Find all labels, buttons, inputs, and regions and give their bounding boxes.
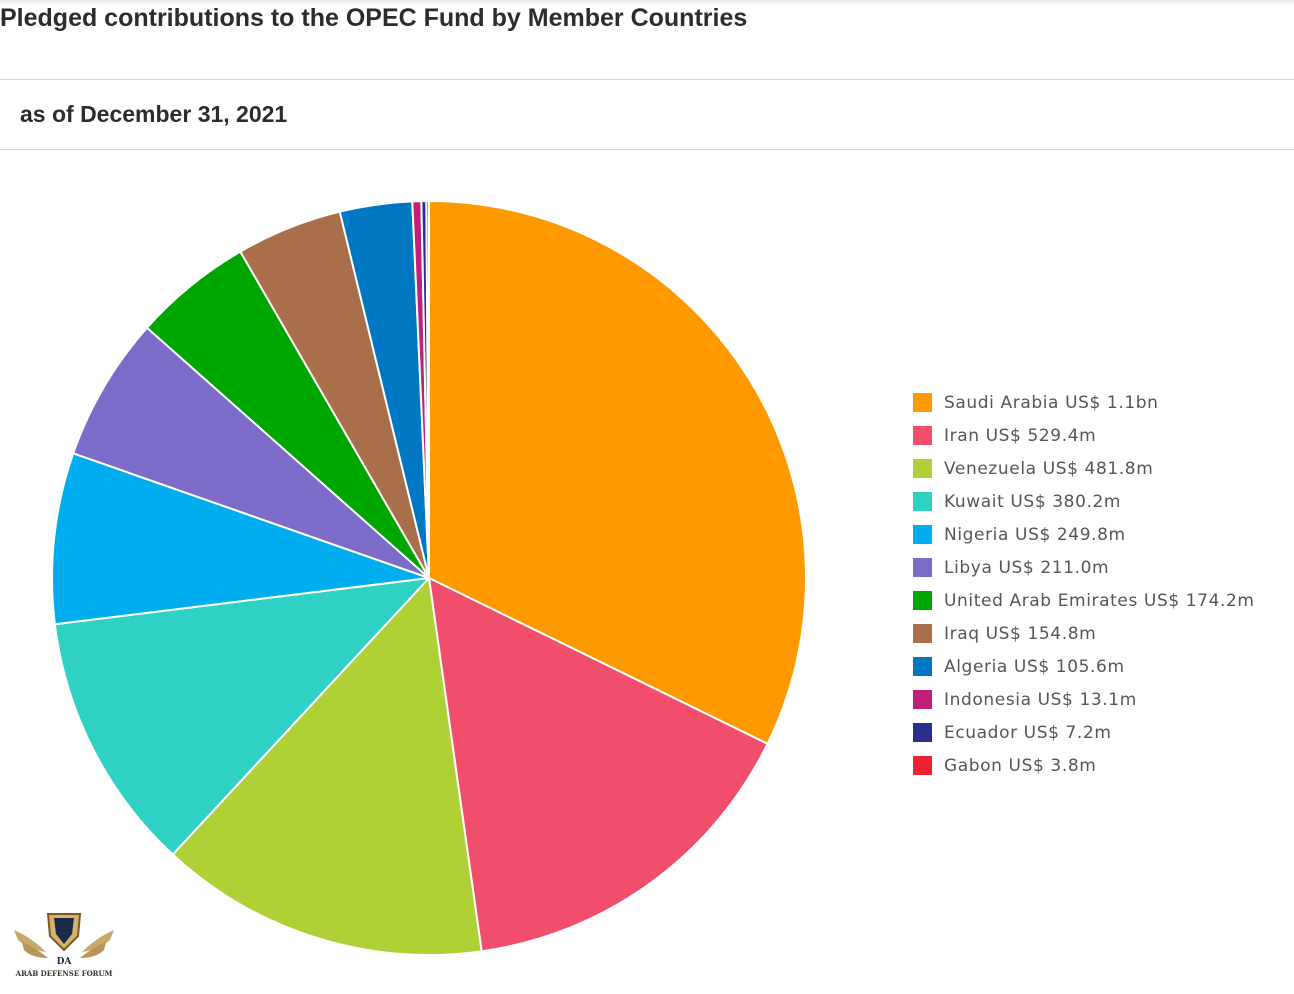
legend-swatch bbox=[913, 624, 932, 643]
legend-item: Kuwait US$ 380.2m bbox=[913, 485, 1255, 518]
legend-swatch bbox=[913, 591, 932, 610]
chart-title: Pledged contributions to the OPEC Fund b… bbox=[0, 4, 748, 32]
divider bbox=[0, 149, 1294, 150]
pie-slice-kuwait bbox=[53, 577, 430, 856]
legend-label: Nigeria US$ 249.8m bbox=[944, 524, 1126, 545]
legend-item: Indonesia US$ 13.1m bbox=[913, 683, 1255, 716]
legend-swatch bbox=[913, 459, 932, 478]
legend-label: Venezuela US$ 481.8m bbox=[944, 458, 1154, 479]
legend-item: Venezuela US$ 481.8m bbox=[913, 452, 1255, 485]
chart-subtitle: as of December 31, 2021 bbox=[20, 101, 288, 127]
legend-label: Libya US$ 211.0m bbox=[944, 557, 1110, 578]
legend-swatch bbox=[913, 558, 932, 577]
top-shadow bbox=[0, 0, 1294, 6]
winged-shield-logo-icon: DA bbox=[14, 913, 114, 967]
pie-slice-saudi-arabia bbox=[428, 200, 807, 745]
legend-label: Iran US$ 529.4m bbox=[944, 425, 1097, 446]
pie-slice-iran bbox=[428, 577, 769, 953]
legend-swatch bbox=[913, 492, 932, 511]
legend-swatch bbox=[913, 690, 932, 709]
legend-item: Algeria US$ 105.6m bbox=[913, 650, 1255, 683]
pie-chart bbox=[51, 200, 807, 956]
legend-label: Saudi Arabia US$ 1.1bn bbox=[944, 392, 1159, 413]
watermark-caption: ARAB DEFENSE FORUM bbox=[15, 969, 113, 978]
legend-label: Algeria US$ 105.6m bbox=[944, 656, 1125, 677]
legend-label: Iraq US$ 154.8m bbox=[944, 623, 1097, 644]
svg-text:DA: DA bbox=[57, 957, 73, 967]
pie-slice-nigeria bbox=[51, 452, 430, 626]
legend-swatch bbox=[913, 393, 932, 412]
legend-item: Iraq US$ 154.8m bbox=[913, 617, 1255, 650]
legend-item: Iran US$ 529.4m bbox=[913, 419, 1255, 452]
legend-item: Libya US$ 211.0m bbox=[913, 551, 1255, 584]
legend-item: Nigeria US$ 249.8m bbox=[913, 518, 1255, 551]
watermark-logo: DA ARAB DEFENSE FORUM bbox=[8, 906, 120, 992]
divider bbox=[0, 79, 1294, 80]
legend-swatch bbox=[913, 426, 932, 445]
legend-swatch bbox=[913, 657, 932, 676]
pie-slice-libya bbox=[72, 326, 430, 579]
legend-item: United Arab Emirates US$ 174.2m bbox=[913, 584, 1255, 617]
pie-slice-gabon bbox=[425, 200, 430, 579]
chart-legend: Saudi Arabia US$ 1.1bn Iran US$ 529.4m Ven… bbox=[913, 386, 1255, 782]
legend-label: Indonesia US$ 13.1m bbox=[944, 689, 1137, 710]
legend-item: Saudi Arabia US$ 1.1bn bbox=[913, 386, 1255, 419]
legend-swatch bbox=[913, 525, 932, 544]
legend-label: United Arab Emirates US$ 174.2m bbox=[944, 590, 1255, 611]
legend-item: Ecuador US$ 7.2m bbox=[913, 716, 1255, 749]
legend-swatch bbox=[913, 723, 932, 742]
pie-slice-venezuela bbox=[171, 577, 483, 956]
legend-label: Kuwait US$ 380.2m bbox=[944, 491, 1122, 512]
legend-label: Gabon US$ 3.8m bbox=[944, 755, 1097, 776]
legend-label: Ecuador US$ 7.2m bbox=[944, 722, 1112, 743]
legend-swatch bbox=[913, 756, 932, 775]
legend-item: Gabon US$ 3.8m bbox=[913, 749, 1255, 782]
